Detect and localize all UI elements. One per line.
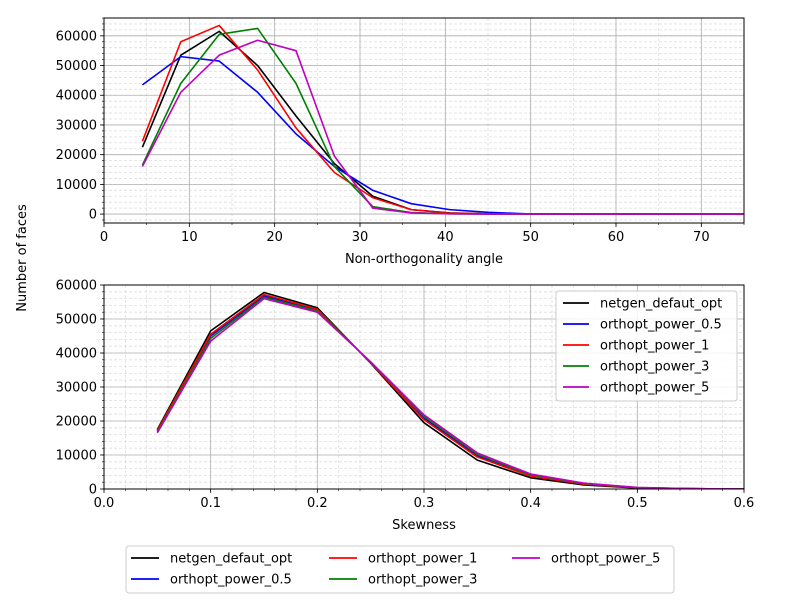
legend-item-orthopt-power-3: orthopt_power_3: [563, 360, 709, 375]
y-tick-label: 40000: [56, 347, 97, 362]
legend-label: netgen_defaut_opt: [600, 297, 722, 312]
y-tick-label: 0: [89, 483, 97, 498]
y-tick-label: 30000: [56, 381, 97, 396]
y-tick-label: 20000: [56, 148, 97, 163]
legend-item-orthopt-power-0-5: orthopt_power_0.5: [563, 318, 722, 333]
y-tick-label: 10000: [56, 449, 97, 464]
legend-item-orthopt-power-5: orthopt_power_5: [563, 381, 709, 396]
y-tick-label: 50000: [56, 313, 97, 328]
x-tick-label: 70: [693, 230, 710, 245]
x-axis-label: Skewness: [392, 518, 456, 533]
bottom-chart-skewness: 0.0 0.1 0.2 0.3 0.4 0.5 0.6 0 10000 20000 30000 400…: [56, 279, 755, 534]
x-tick-label: 30: [352, 230, 369, 245]
legend-item-netgen-defaut-opt: netgen_defaut_opt: [563, 297, 722, 312]
x-tick-label: 0.5: [627, 496, 648, 511]
legend-item-orthopt-power-1: orthopt_power_1: [563, 339, 709, 354]
legend-item-orthopt-power-3: orthopt_power_3: [329, 573, 477, 588]
axes-frame: [103, 17, 745, 224]
y-tick-label: 20000: [56, 415, 97, 430]
x-tick-label: 20: [266, 230, 283, 245]
y-tick-label: 50000: [56, 59, 97, 74]
y-tick-label: 40000: [56, 89, 97, 104]
legend-label: orthopt_power_3: [368, 573, 477, 588]
series-line-orthopt-power-5: [156, 297, 744, 489]
top-chart-non-orthogonality: 0 10 20 30 40 50 60 70 0 10000 20000 30000 40000 5000…: [56, 17, 745, 267]
x-tick-label: 0.1: [200, 496, 221, 511]
y-tick-label: 0: [89, 208, 97, 223]
legend-label: orthopt_power_3: [600, 360, 709, 375]
x-tick-label: 60: [608, 230, 625, 245]
legend-label: orthopt_power_1: [368, 552, 477, 567]
series-group: [156, 291, 744, 489]
legend-item-orthopt-power-1: orthopt_power_1: [329, 552, 477, 567]
series-group: [141, 24, 744, 215]
x-tick-label: 0: [100, 230, 108, 245]
series-line-orthopt-power-5: [141, 39, 744, 215]
x-tick-label: 40: [437, 230, 454, 245]
legend-item-netgen-defaut-opt: netgen_defaut_opt: [131, 552, 292, 567]
legend-label: netgen_defaut_opt: [170, 552, 292, 567]
y-tick-label: 60000: [56, 29, 97, 44]
legend-bottom: netgen_defaut_opt orthopt_power_0.5 orthop…: [125, 545, 675, 594]
legend-label: orthopt_power_0.5: [170, 573, 292, 588]
legend-label: orthopt_power_1: [600, 339, 709, 354]
legend-item-orthopt-power-0-5: orthopt_power_0.5: [131, 573, 292, 588]
legend-label: orthopt_power_5: [551, 552, 660, 567]
x-axis-label: Non-orthogonality angle: [345, 252, 503, 267]
x-tick-label: 0.0: [94, 496, 115, 511]
x-tick-label: 50: [522, 230, 539, 245]
x-tick-label: 0.4: [520, 496, 541, 511]
y-tick-label: 10000: [56, 178, 97, 193]
legend-label: orthopt_power_5: [600, 381, 709, 396]
legend-inset-frame: [555, 290, 738, 402]
x-tick-label: 10: [181, 230, 198, 245]
x-tick-label: 0.3: [414, 496, 435, 511]
shared-y-axis-label: Number of faces: [15, 204, 30, 312]
y-tick-label: 60000: [56, 279, 97, 294]
x-tick-label: 0.6: [734, 496, 755, 511]
y-tick-label: 30000: [56, 118, 97, 133]
legend-item-orthopt-power-5: orthopt_power_5: [512, 552, 660, 567]
x-tick-label: 0.2: [307, 496, 328, 511]
legend-inset: netgen_defaut_opt orthopt_power_0.5orthop…: [555, 290, 738, 402]
legend-label: orthopt_power_0.5: [600, 318, 722, 333]
